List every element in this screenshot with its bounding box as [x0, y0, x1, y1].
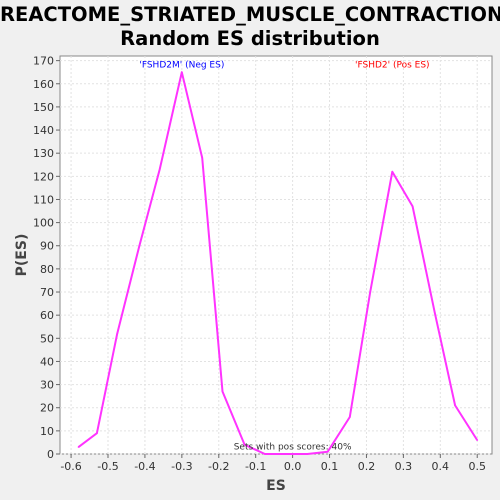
y-tick-label: 140 — [33, 124, 54, 137]
axes: 0 10 20 30 40 50 60 70 80 90 100 110 120 130 140 150 160… — [33, 55, 486, 473]
x-tick-label: 0.4 — [432, 460, 450, 473]
y-tick-label: 20 — [40, 402, 54, 415]
series — [77, 71, 479, 455]
y-tick-label: 40 — [40, 355, 54, 368]
data-point — [326, 450, 329, 453]
x-tick-label: 0.2 — [358, 460, 376, 473]
data-point — [264, 453, 266, 455]
y-tick-label: 10 — [40, 425, 54, 438]
data-point — [369, 291, 371, 293]
data-point — [349, 416, 351, 418]
x-axis-title: ES — [266, 478, 286, 494]
y-tick-label: 150 — [33, 101, 54, 114]
x-tick-label: -0.5 — [97, 460, 118, 473]
x-tick-label: 0.3 — [395, 460, 413, 473]
data-point — [201, 157, 203, 159]
data-point — [476, 439, 479, 441]
data-point — [158, 168, 161, 171]
data-point — [77, 446, 80, 448]
x-tick-label: -0.3 — [171, 460, 192, 473]
data-point — [181, 71, 183, 73]
data-point — [116, 332, 119, 335]
chart-title-line2: Random ES distribution — [120, 27, 380, 50]
x-tick-label: -0.6 — [60, 460, 81, 473]
y-tick-label: 30 — [40, 379, 54, 392]
y-tick-label: 90 — [40, 240, 54, 253]
data-point — [433, 312, 436, 314]
y-tick-label: 130 — [33, 147, 54, 160]
y-tick-label: 50 — [40, 332, 54, 345]
x-tick-label: 0.5 — [468, 460, 486, 473]
grid — [60, 56, 492, 455]
annotation-label: 'FSHD2M' (Neg ES) — [139, 61, 224, 71]
x-tick-label: -0.1 — [245, 460, 266, 473]
data-point — [243, 443, 246, 446]
y-tick-label: 0 — [47, 448, 54, 461]
annotations: 'FSHD2M' (Neg ES) 'FSHD2' (Pos ES) Sets wi… — [139, 61, 429, 453]
data-point — [138, 244, 141, 247]
data-point — [306, 453, 309, 455]
chart-title-line1: REACTOME_STRIATED_MUSCLE_CONTRACTION: — [0, 3, 500, 26]
data-point — [391, 170, 394, 173]
annotation-label: 'FSHD2' (Pos ES) — [355, 61, 430, 71]
y-tick-label: 160 — [33, 78, 54, 91]
x-tick-label: -0.4 — [134, 460, 155, 473]
y-tick-label: 120 — [33, 170, 54, 183]
es-distribution-line — [77, 71, 479, 455]
data-point — [411, 205, 414, 208]
x-tick-label: 0.0 — [284, 460, 302, 473]
y-tick-label: 70 — [40, 286, 54, 299]
annotation-label: Sets with pos scores: 40% — [234, 442, 352, 452]
data-point — [96, 432, 98, 434]
x-tick-label: 0.1 — [321, 460, 339, 473]
y-tick-label: 80 — [40, 263, 54, 276]
data-point — [284, 453, 287, 455]
data-point — [221, 390, 224, 393]
y-tick-label: 100 — [33, 217, 54, 230]
data-point — [454, 404, 456, 407]
y-axis-title: P(ES) — [14, 234, 30, 277]
plot-area — [59, 55, 493, 455]
y-tick-label: 170 — [33, 55, 54, 68]
y-tick-label: 60 — [40, 309, 54, 322]
x-tick-label: -0.2 — [208, 460, 229, 473]
y-tick-label: 110 — [33, 193, 54, 206]
